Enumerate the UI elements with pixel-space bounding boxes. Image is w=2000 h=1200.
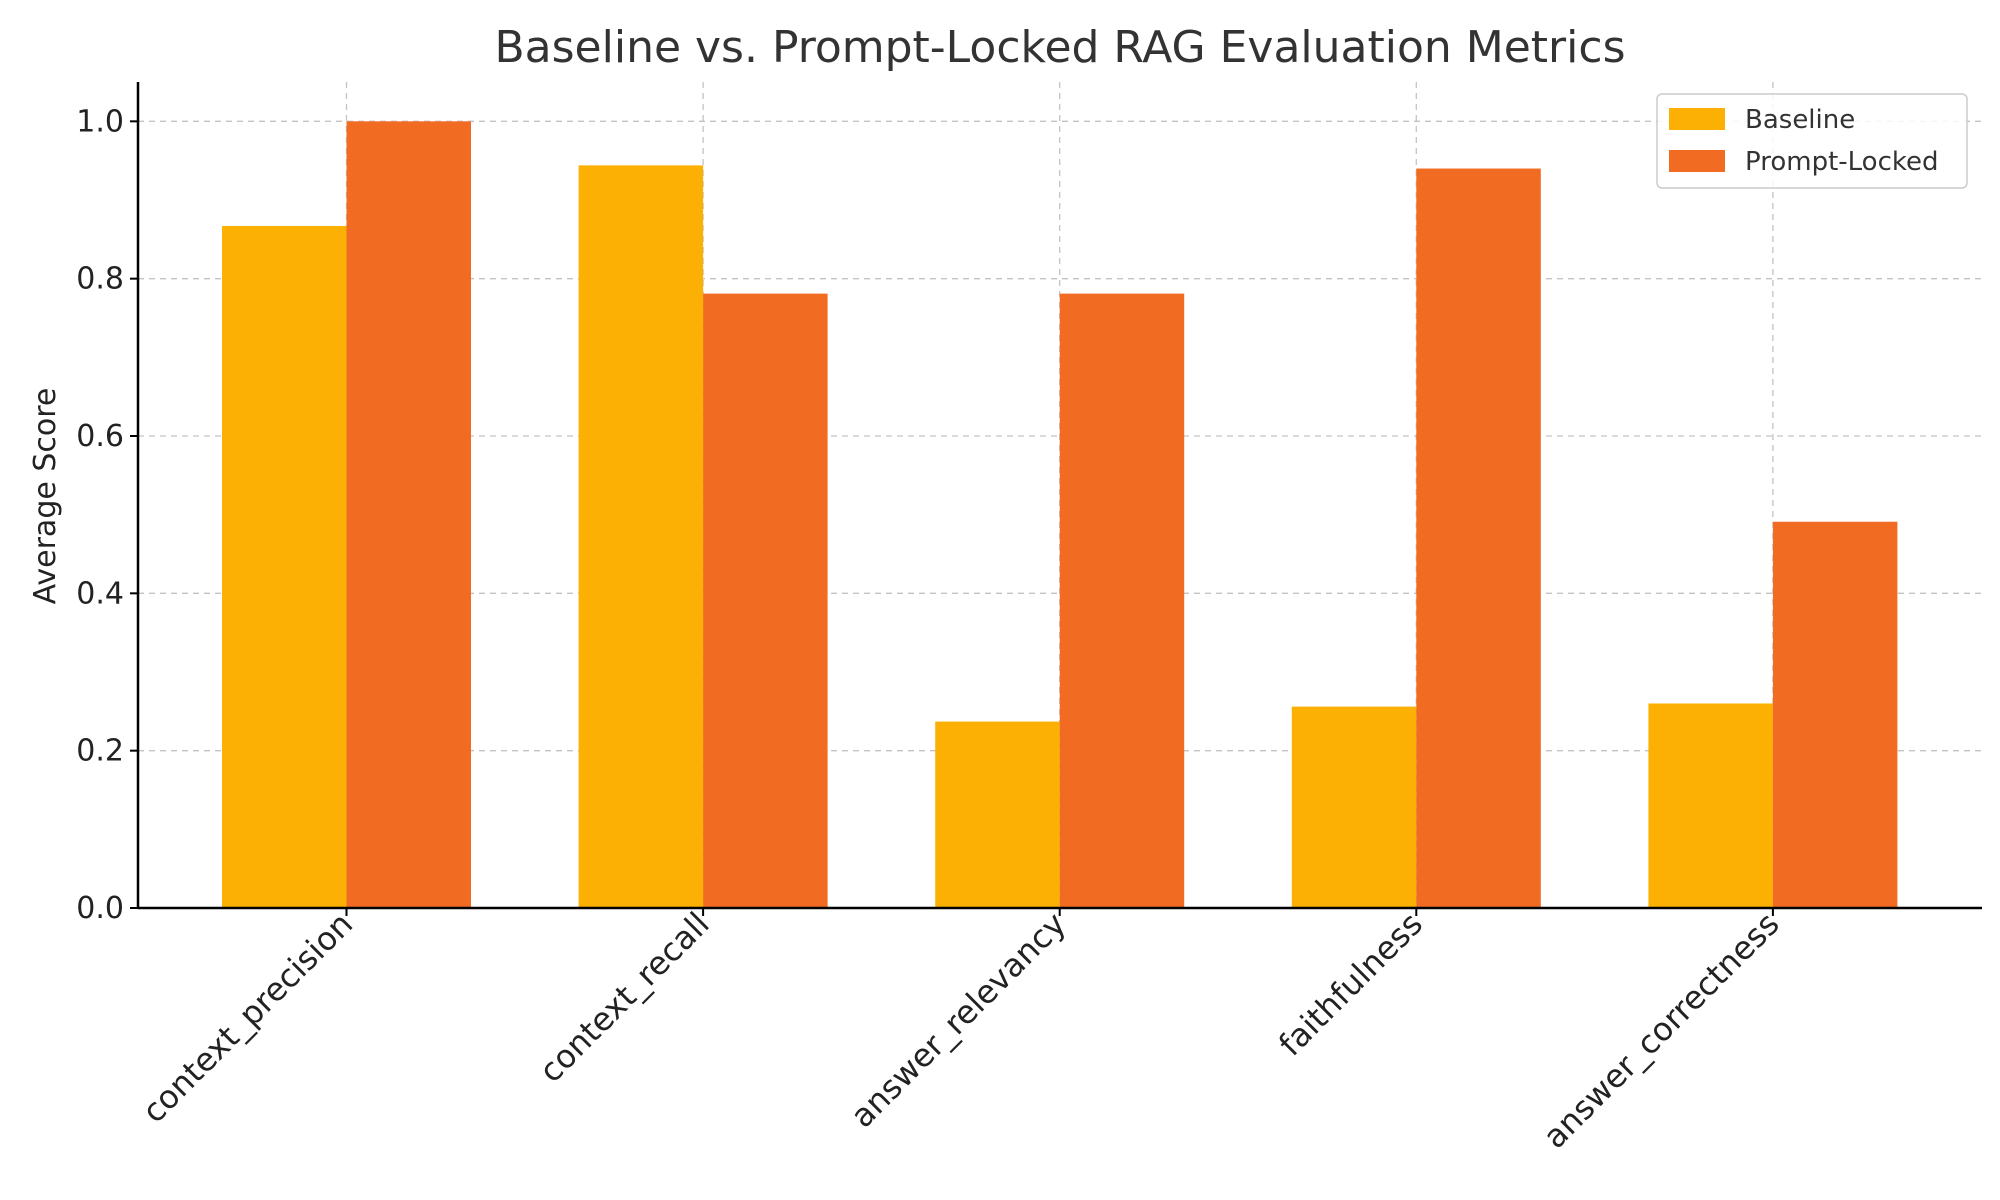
legend-box bbox=[1656, 93, 1968, 189]
prompt-locked-bar-answer-relevancy bbox=[1059, 293, 1185, 908]
y-axis-label: Average Score bbox=[28, 388, 63, 605]
legend-label: Prompt-Locked bbox=[1745, 147, 1939, 177]
x-tick-label: faithfulness bbox=[1271, 905, 1430, 1064]
legend-swatch bbox=[1669, 108, 1725, 130]
chart-title: Baseline vs. Prompt-Locked RAG Evaluatio… bbox=[494, 22, 1625, 73]
legend-label: Baseline bbox=[1745, 105, 1855, 135]
baseline-bar-context-precision bbox=[222, 225, 347, 908]
x-tick-label: context_precision bbox=[135, 905, 361, 1131]
prompt-locked-bar-context-recall bbox=[703, 293, 828, 908]
baseline-bar-answer-relevancy bbox=[935, 721, 1060, 908]
prompt-locked-bar-faithfulness bbox=[1416, 168, 1541, 909]
x-tick-label: context_recall bbox=[532, 905, 717, 1090]
legend-swatch bbox=[1669, 150, 1725, 172]
baseline-bar-answer-correctness bbox=[1648, 703, 1773, 908]
y-tick-label: 0.4 bbox=[76, 576, 124, 611]
y-tick-label: 0.0 bbox=[76, 891, 124, 926]
x-tick-label: answer_correctness bbox=[1536, 905, 1787, 1156]
prompt-locked-bar-context-precision bbox=[346, 121, 471, 909]
bars bbox=[222, 121, 1898, 909]
legend: Baseline Prompt-Locked bbox=[1656, 93, 1968, 189]
x-tick-label: answer_relevancy bbox=[843, 905, 1073, 1135]
axes bbox=[130, 82, 1982, 916]
baseline-bar-faithfulness bbox=[1291, 706, 1417, 908]
y-tick-label: 0.2 bbox=[76, 734, 124, 769]
baseline-bar-context-recall bbox=[578, 165, 704, 909]
y-tick-label: 0.6 bbox=[76, 419, 124, 454]
y-tick-label: 1.0 bbox=[76, 104, 124, 139]
prompt-locked-bar-answer-correctness bbox=[1772, 521, 1898, 908]
y-tick-label: 0.8 bbox=[76, 262, 124, 297]
